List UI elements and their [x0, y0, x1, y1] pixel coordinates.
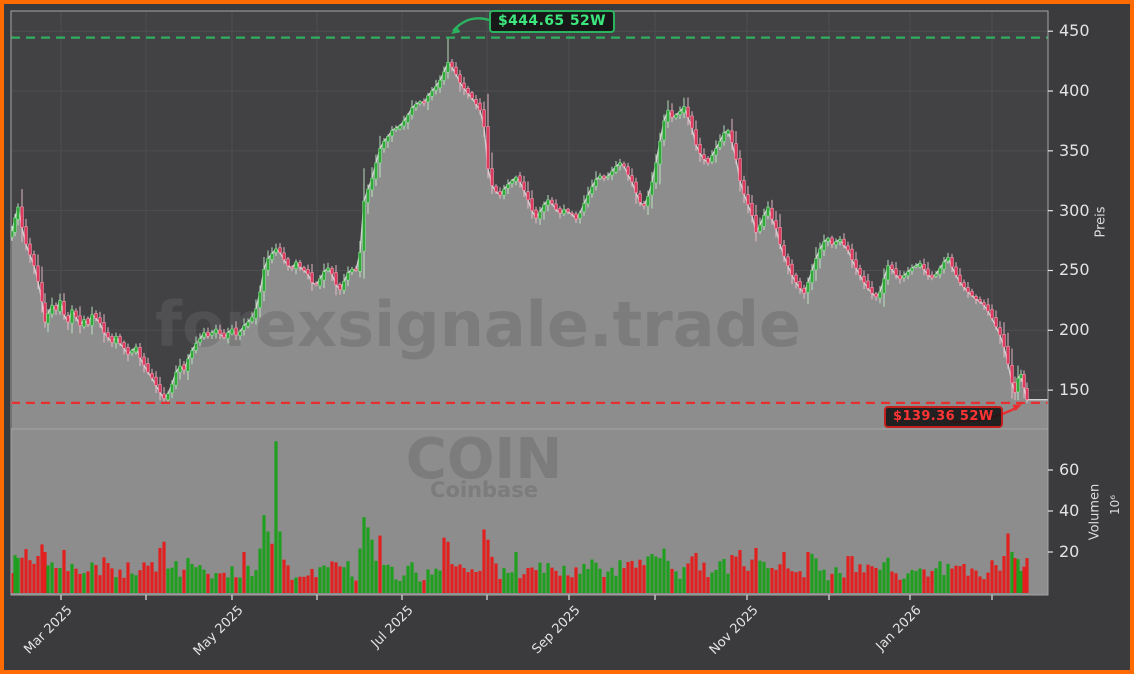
watermark-company: Coinbase [430, 478, 538, 502]
watermark-site: forexsignale.trade [155, 288, 801, 361]
watermark-symbol: COIN [406, 427, 562, 492]
